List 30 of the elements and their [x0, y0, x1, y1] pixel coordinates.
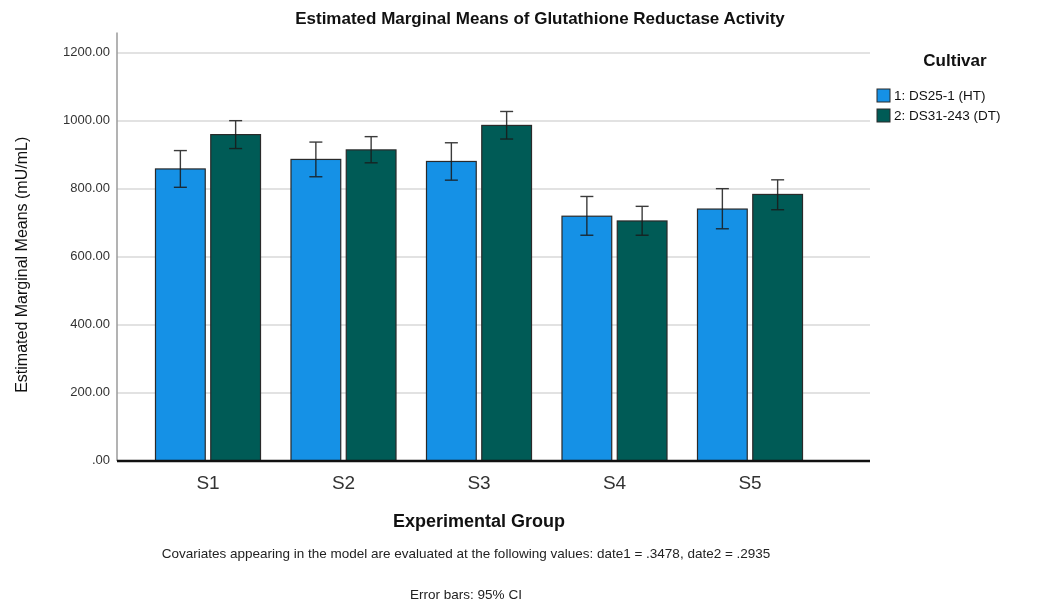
bar — [752, 193, 804, 462]
bar — [154, 168, 206, 462]
y-tick-label: 1200.00 — [63, 44, 110, 60]
y-tick-label: 600.00 — [70, 248, 110, 264]
x-tick-label: S4 — [602, 472, 627, 493]
bar — [425, 160, 477, 462]
bar — [696, 208, 748, 462]
bar — [616, 220, 668, 462]
bar — [345, 149, 397, 462]
bar — [481, 124, 533, 462]
bar — [290, 158, 342, 462]
x-tick-label: S2 — [331, 472, 356, 493]
x-tick-label: S1 — [196, 472, 220, 493]
bar — [561, 215, 613, 462]
text: Covariates appearing in the model are evaluated at the following values: date1 = .3478, date2 = .2935 — [161, 546, 771, 561]
x-tick-label: S3 — [467, 472, 491, 493]
y-tick-label: .00 — [91, 452, 110, 468]
y-tick-label: 800.00 — [70, 180, 110, 196]
legend-label: 1: DS25-1 (HT) — [894, 87, 986, 103]
y-tick-label: 400.00 — [70, 316, 110, 332]
legend-label: 2: DS31-243 (DT) — [894, 107, 1001, 123]
bar — [210, 134, 262, 462]
legend-title: Cultivar — [923, 51, 988, 70]
y-axis-title: Estimated Marginal Means (mU/mL) — [13, 136, 30, 393]
x-axis-title: Experimental Group — [392, 511, 566, 531]
chart-title: Estimated Marginal Means of Glutathione Reductase Activity — [295, 9, 786, 28]
text: Error bars: 95% CI — [410, 587, 522, 602]
y-tick-label: 200.00 — [70, 384, 110, 400]
y-tick-label: 1000.00 — [63, 112, 110, 128]
x-tick-label: S5 — [738, 472, 762, 493]
